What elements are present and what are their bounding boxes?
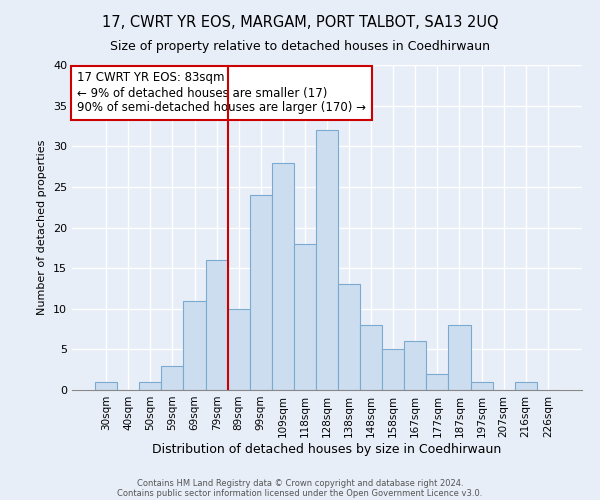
Bar — [184, 300, 206, 390]
Bar — [448, 325, 470, 390]
Bar — [95, 382, 117, 390]
Bar — [515, 382, 537, 390]
Bar — [382, 350, 404, 390]
Text: 17, CWRT YR EOS, MARGAM, PORT TALBOT, SA13 2UQ: 17, CWRT YR EOS, MARGAM, PORT TALBOT, SA… — [101, 15, 499, 30]
Text: Contains HM Land Registry data © Crown copyright and database right 2024.: Contains HM Land Registry data © Crown c… — [137, 478, 463, 488]
Bar — [427, 374, 448, 390]
Bar — [294, 244, 316, 390]
X-axis label: Distribution of detached houses by size in Coedhirwaun: Distribution of detached houses by size … — [152, 442, 502, 456]
Text: Size of property relative to detached houses in Coedhirwaun: Size of property relative to detached ho… — [110, 40, 490, 53]
Bar — [360, 325, 382, 390]
Text: Contains public sector information licensed under the Open Government Licence v3: Contains public sector information licen… — [118, 488, 482, 498]
Bar — [250, 195, 272, 390]
Bar — [338, 284, 360, 390]
Bar — [470, 382, 493, 390]
Bar — [272, 162, 294, 390]
Bar — [227, 308, 250, 390]
Bar — [206, 260, 227, 390]
Bar — [316, 130, 338, 390]
Y-axis label: Number of detached properties: Number of detached properties — [37, 140, 47, 315]
Text: 17 CWRT YR EOS: 83sqm
← 9% of detached houses are smaller (17)
90% of semi-detac: 17 CWRT YR EOS: 83sqm ← 9% of detached h… — [77, 72, 366, 114]
Bar — [139, 382, 161, 390]
Bar — [161, 366, 184, 390]
Bar — [404, 341, 427, 390]
